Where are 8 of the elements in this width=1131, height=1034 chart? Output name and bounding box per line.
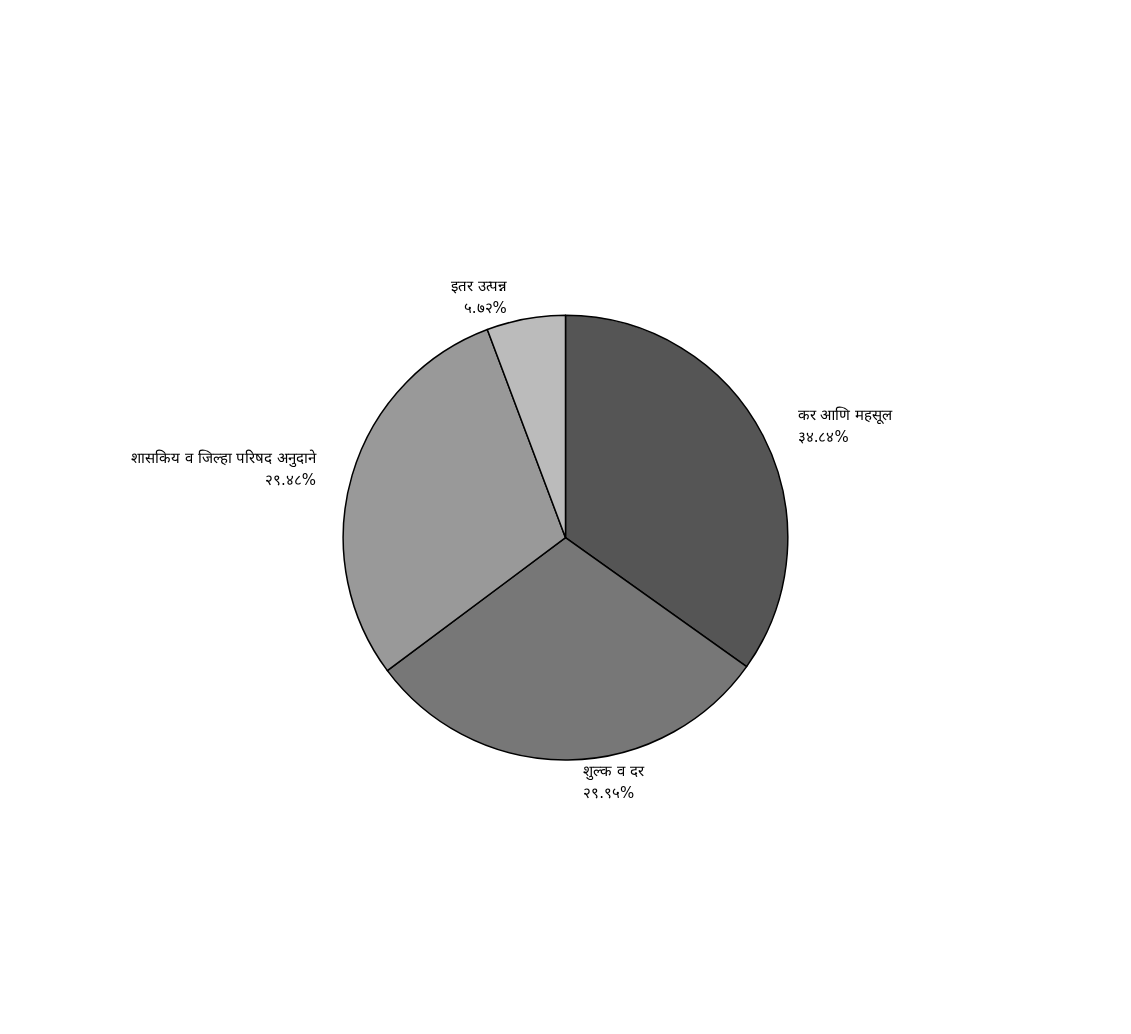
slice-label: शासकिय व जिल्हा परिषद अनुदाने [130,448,318,468]
slice-label: कर आणि महसूल [797,405,894,425]
slice-label: शुल्क व दर [583,761,645,781]
data-label: ५.७२% [463,299,507,318]
slice-label: इतर उत्पन्न [451,277,507,296]
data-label: २९.९५% [583,783,635,802]
data-label: ३४.८४% [797,427,849,446]
data-label: २९.४८% [265,470,317,489]
